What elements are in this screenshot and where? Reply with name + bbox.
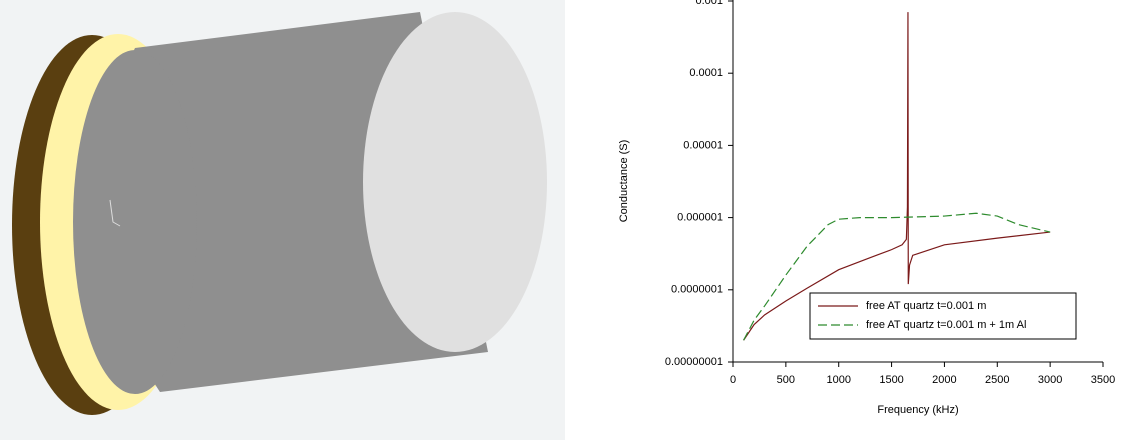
- legend-label: free AT quartz t=0.001 m + 1m Al: [866, 319, 1026, 331]
- x-tick-label: 1000: [826, 374, 850, 386]
- x-tick-label: 0: [730, 374, 736, 386]
- y-tick-label: 0.00001: [683, 139, 723, 151]
- x-tick-label: 3500: [1091, 374, 1115, 386]
- x-tick-label: 2500: [985, 374, 1009, 386]
- cylinder-left-end: [73, 50, 197, 394]
- page: Frequency (kHz) Conductance (S) 0.000000…: [0, 0, 1127, 440]
- cylinder-face: [363, 12, 547, 352]
- figure: Frequency (kHz) Conductance (S) 0.000000…: [0, 0, 1127, 440]
- x-axis-title: Frequency (kHz): [877, 404, 958, 416]
- y-tick-label: 0.000001: [677, 212, 723, 224]
- x-tick-label: 2000: [932, 374, 956, 386]
- y-tick-label: 0.001: [695, 0, 723, 7]
- y-tick-label: 0.00000001: [665, 356, 723, 368]
- y-tick-label: 0.0001: [689, 67, 723, 79]
- x-tick-label: 500: [777, 374, 795, 386]
- y-tick-label: 0.0000001: [671, 284, 723, 296]
- y-axis-title: Conductance (S): [618, 140, 630, 223]
- x-tick-label: 3000: [1038, 374, 1062, 386]
- x-tick-label: 1500: [879, 374, 903, 386]
- series-line: [744, 12, 1051, 340]
- legend-label: free AT quartz t=0.001 m: [866, 300, 986, 312]
- render-view: [0, 0, 565, 440]
